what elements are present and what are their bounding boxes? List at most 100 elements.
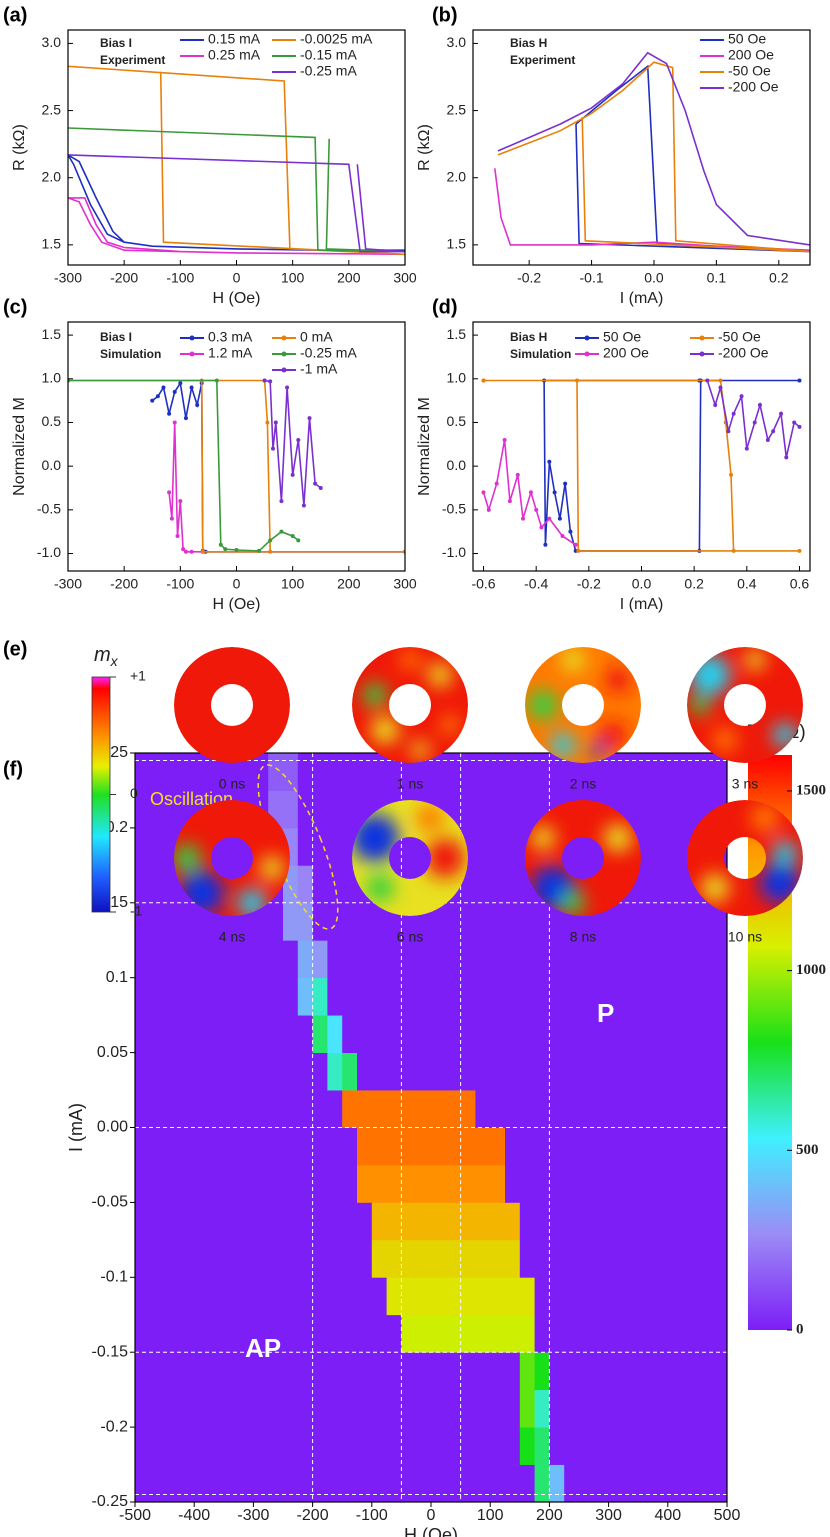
heat-cell bbox=[564, 1277, 580, 1316]
point bbox=[576, 548, 581, 553]
ring-domain bbox=[238, 889, 266, 917]
heat-cell bbox=[357, 1352, 373, 1391]
heat-cell bbox=[534, 1352, 550, 1391]
point bbox=[771, 429, 776, 434]
heat-cell bbox=[475, 1314, 491, 1353]
heat-cell bbox=[209, 977, 225, 1016]
heat-cell bbox=[149, 1464, 165, 1503]
heat-cell bbox=[327, 1427, 343, 1465]
y-tick-label: 0.5 bbox=[42, 413, 62, 429]
heat-cell bbox=[712, 1239, 728, 1278]
ring-snapshot bbox=[352, 647, 468, 763]
ring-domain bbox=[773, 723, 797, 747]
heat-cell bbox=[416, 1202, 432, 1241]
heat-cell bbox=[283, 1127, 299, 1166]
heat-cell bbox=[697, 1015, 713, 1053]
y-tick-label: 0.05 bbox=[97, 1044, 128, 1061]
heat-cell bbox=[431, 1277, 447, 1316]
x-axis-label: H (Oe) bbox=[213, 290, 261, 307]
heat-cell bbox=[445, 1239, 461, 1278]
heat-cell bbox=[519, 1389, 535, 1428]
heat-cell bbox=[564, 1352, 580, 1391]
colorbar-title: mx bbox=[94, 644, 119, 668]
x-tick-label: 100 bbox=[281, 270, 305, 286]
heat-cell bbox=[209, 1352, 225, 1391]
heat-cell bbox=[682, 1127, 698, 1166]
point bbox=[765, 437, 770, 442]
point bbox=[256, 548, 261, 553]
heat-cell bbox=[534, 1015, 550, 1053]
heat-cell bbox=[579, 1277, 595, 1316]
frame-label: 3 ns bbox=[732, 776, 758, 792]
heat-cell bbox=[223, 1277, 239, 1316]
heat-cell bbox=[312, 865, 328, 904]
heat-cell bbox=[431, 902, 447, 941]
heat-cell bbox=[164, 1314, 180, 1353]
point bbox=[552, 490, 557, 495]
ring-domain bbox=[561, 648, 585, 672]
heat-cell bbox=[253, 1052, 269, 1091]
heat-cell bbox=[209, 1015, 225, 1053]
heat-cell bbox=[401, 1389, 417, 1428]
heat-cell bbox=[149, 1277, 165, 1316]
heat-cell bbox=[623, 1277, 639, 1316]
heat-cell bbox=[194, 1352, 210, 1391]
heat-cell bbox=[460, 1127, 476, 1166]
heat-cell bbox=[149, 1314, 165, 1353]
heat-cell bbox=[593, 1052, 609, 1091]
heat-cell bbox=[283, 1052, 299, 1091]
heat-cell bbox=[682, 1314, 698, 1353]
heat-cell bbox=[253, 1464, 269, 1503]
heat-cell bbox=[416, 753, 432, 791]
heat-cell bbox=[623, 1389, 639, 1428]
heat-cell bbox=[149, 1427, 165, 1465]
heat-cell bbox=[135, 1052, 151, 1091]
heat-cell bbox=[371, 1314, 387, 1353]
point bbox=[797, 378, 802, 383]
heat-cell bbox=[371, 1464, 387, 1503]
ring-domain bbox=[604, 824, 632, 852]
ring-domain bbox=[366, 874, 394, 902]
heat-cell bbox=[623, 753, 639, 791]
heat-cell bbox=[667, 753, 683, 791]
heat-cell bbox=[164, 1090, 180, 1128]
heat-cell bbox=[283, 1015, 299, 1053]
heat-cell bbox=[342, 1464, 358, 1503]
ring-pattern bbox=[690, 650, 797, 752]
point bbox=[223, 547, 228, 552]
heat-cell bbox=[194, 1052, 210, 1091]
heat-cell bbox=[312, 1239, 328, 1278]
heat-cell bbox=[223, 1090, 239, 1128]
heat-cell bbox=[179, 977, 195, 1016]
y-tick-label: 1.5 bbox=[42, 326, 62, 342]
series-line bbox=[68, 379, 405, 553]
y-tick-label: -0.25 bbox=[92, 1493, 129, 1510]
heat-cell bbox=[342, 1427, 358, 1465]
heat-cell bbox=[253, 1202, 269, 1241]
heat-cell bbox=[386, 1202, 402, 1241]
heat-cell bbox=[549, 1464, 565, 1503]
heat-cell bbox=[401, 1052, 417, 1091]
heat-cell bbox=[357, 1277, 373, 1316]
heat-cell bbox=[312, 977, 328, 1016]
ring-domain bbox=[425, 838, 465, 878]
heat-cell bbox=[519, 1314, 535, 1353]
heat-cell bbox=[667, 977, 683, 1016]
legend-marker bbox=[699, 351, 705, 357]
point bbox=[150, 398, 155, 403]
heat-cell bbox=[445, 940, 461, 979]
point bbox=[718, 378, 723, 383]
heat-cell bbox=[682, 1239, 698, 1278]
heat-cell bbox=[445, 1202, 461, 1241]
point bbox=[178, 381, 183, 386]
heat-cell bbox=[297, 1090, 313, 1128]
heat-cell bbox=[179, 1202, 195, 1241]
point bbox=[307, 416, 312, 421]
heat-cell bbox=[638, 1052, 654, 1091]
heat-cell bbox=[135, 865, 151, 904]
heat-cell bbox=[534, 1239, 550, 1278]
heat-cell bbox=[268, 1464, 284, 1503]
heat-cell bbox=[593, 1015, 609, 1053]
heat-cell bbox=[445, 1090, 461, 1128]
